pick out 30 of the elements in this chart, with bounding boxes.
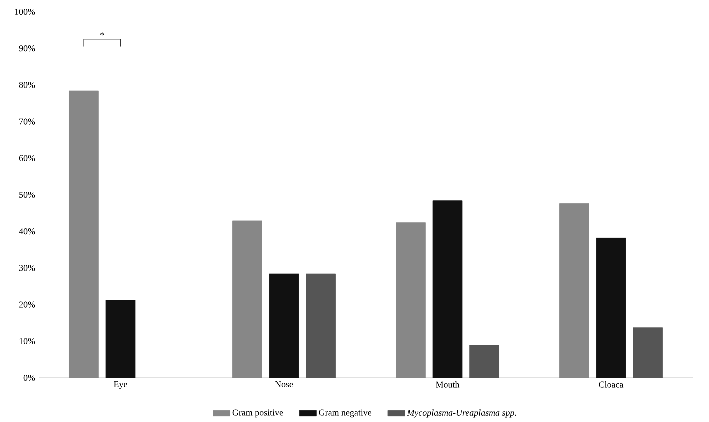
annotation: * (100, 32, 104, 36)
y-tick-label: 70% (20, 118, 36, 125)
bar (432, 200, 463, 378)
y-tick-label: 30% (19, 265, 36, 272)
y-tick-label: 40% (19, 228, 36, 235)
legend-label: Gram positive (232, 410, 284, 418)
bar (633, 328, 663, 378)
y-tick-label: 50% (20, 192, 36, 198)
y-tick-label: 20% (19, 302, 36, 308)
x-tick-label: Eye (114, 382, 128, 390)
x-tick-label: Nose (275, 382, 294, 388)
y-tick-label: 90% (19, 46, 36, 52)
bar (106, 300, 136, 378)
bar (269, 274, 300, 378)
legend-label: Gram negative (319, 410, 372, 418)
legend-label: Mycoplasma-Ureaplasma spp. (407, 410, 516, 418)
y-tick-label: 10% (20, 338, 36, 344)
x-tick-label: Cloaca (599, 382, 624, 388)
bar (470, 345, 500, 378)
bar (232, 220, 262, 378)
bar (396, 222, 426, 378)
bar (69, 90, 99, 378)
y-tick-label: 60% (19, 155, 36, 162)
bar (560, 204, 590, 378)
y-tick-label: 100% (15, 8, 36, 16)
y-tick-label: 0% (24, 374, 36, 382)
bar (596, 238, 626, 378)
y-tick-label: 80% (19, 82, 36, 88)
bar (306, 274, 336, 378)
x-tick-label: Mouth (436, 382, 460, 388)
